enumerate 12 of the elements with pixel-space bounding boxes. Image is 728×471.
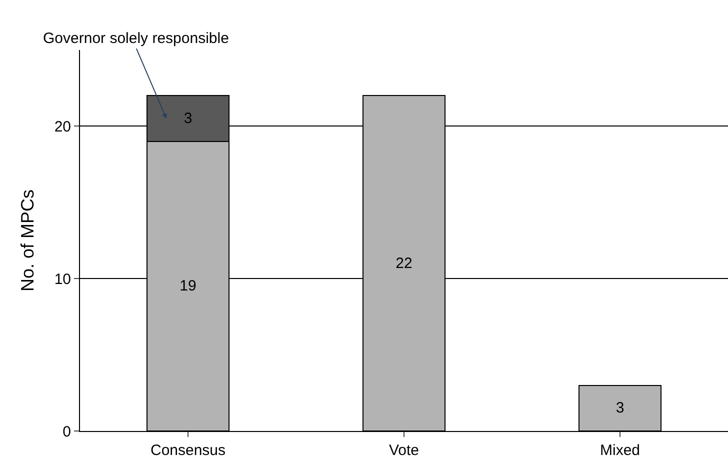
- x-tick-label: Vote: [388, 442, 420, 459]
- y-axis-title: No. of MPCs: [18, 189, 38, 292]
- data-label: 19: [180, 278, 196, 295]
- data-label: 3: [616, 400, 624, 417]
- y-tick-label: 20: [54, 118, 71, 136]
- data-label: 22: [396, 254, 412, 272]
- y-tick-label: 0: [62, 423, 71, 440]
- data-label: 3: [184, 110, 192, 128]
- text: Governor solely responsible: [43, 30, 229, 47]
- x-tick-label: Consensus: [150, 442, 226, 459]
- y-tick-label: 10: [54, 270, 71, 288]
- x-tick-label: Mixed: [600, 442, 640, 459]
